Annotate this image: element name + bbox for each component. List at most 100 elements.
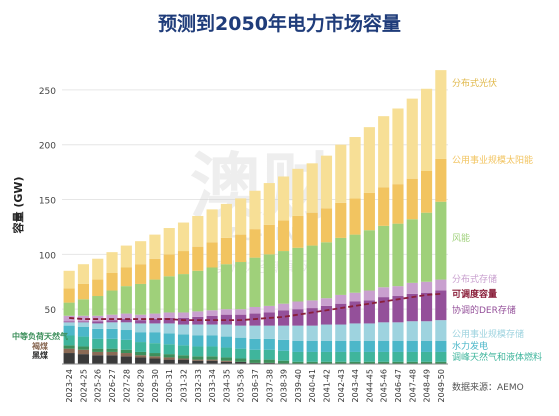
bar-segment — [292, 361, 304, 364]
legend-label: 分布式光伏 — [452, 77, 497, 89]
bar-segment — [320, 298, 333, 306]
bar-segment — [363, 290, 375, 301]
bar-segment — [406, 351, 418, 362]
bar-segment — [135, 355, 147, 358]
bar-segment — [292, 247, 304, 302]
bar-segment — [363, 340, 375, 352]
bar-segment — [435, 158, 447, 202]
bar-segment — [435, 351, 447, 362]
bar-segment — [220, 336, 232, 348]
bar-segment — [206, 356, 218, 360]
bar-segment — [292, 351, 304, 362]
bar-segment — [278, 360, 290, 364]
x-tick-label: 2047-48 — [408, 369, 417, 402]
bar-segment — [192, 359, 204, 361]
bar-segment — [306, 361, 318, 364]
bar-segment — [335, 237, 347, 295]
bar-segment — [378, 361, 390, 364]
bar-segment — [406, 98, 418, 179]
bar-segment — [363, 230, 375, 291]
legend-label: 调峰天然气和液体燃料 — [452, 351, 542, 363]
bar-segment — [177, 324, 190, 335]
bar-segment — [392, 351, 404, 362]
bar-segment — [92, 323, 104, 329]
bar-segment — [392, 296, 404, 323]
x-tick-label: 2027-28 — [122, 369, 131, 402]
bar-segment — [120, 313, 132, 320]
bar-segment — [378, 225, 390, 288]
bar-segment — [392, 184, 404, 224]
bar-segment — [249, 306, 261, 314]
bar-segment — [363, 351, 375, 362]
bar-segment — [220, 361, 232, 364]
bar-segment — [263, 224, 275, 255]
x-tick-label: 2029-30 — [151, 369, 160, 402]
bar-segment — [149, 323, 161, 333]
x-tick-label: 2037-38 — [265, 369, 274, 402]
bar-segment — [306, 245, 318, 301]
bar-segment — [420, 321, 433, 341]
bar-segment — [306, 351, 318, 362]
bar-segment — [420, 351, 433, 362]
bar-segment — [278, 325, 290, 340]
bar-segment — [292, 168, 304, 216]
x-tick-label: 2038-39 — [280, 369, 289, 402]
bar-segment — [135, 283, 147, 315]
x-tick-label: 2048-49 — [423, 369, 432, 402]
bar-segment — [235, 262, 247, 310]
bar-segment — [278, 339, 290, 351]
bar-segment — [106, 290, 118, 315]
bar-segment — [263, 183, 275, 225]
x-tick-label: 2046-47 — [394, 369, 403, 402]
bar-segment — [278, 251, 290, 304]
bar-segment — [192, 311, 204, 317]
bar-segment — [278, 310, 290, 326]
legend-label: 黑煤 — [32, 350, 48, 360]
bar-segment — [106, 351, 118, 356]
x-tick-label: 2031-32 — [180, 369, 189, 402]
bar-segment — [435, 70, 447, 159]
bar-segment — [163, 357, 175, 360]
bar-segment — [135, 320, 147, 324]
bar-segment — [335, 324, 347, 341]
bar-segment — [306, 325, 318, 341]
source-note: 数据来源：AEMO — [452, 381, 524, 393]
x-tick-label: 2043-44 — [351, 369, 360, 402]
bar-segment — [220, 264, 232, 310]
bar-segment — [177, 334, 190, 346]
bar-segment — [320, 208, 333, 243]
legend-label: 可调度容量 — [452, 288, 497, 300]
bar-segment — [320, 242, 333, 299]
bar-segment — [378, 297, 390, 323]
bar-segment — [249, 257, 261, 307]
bar-segment — [63, 288, 75, 303]
x-tick-label: 2035-36 — [237, 369, 246, 402]
bar-segment — [149, 313, 161, 320]
bar-segment — [263, 305, 275, 313]
y-tick-label: 200 — [39, 142, 56, 152]
bar-segment — [163, 228, 175, 255]
bar-segment — [306, 163, 318, 213]
legend-label: 公用事业规模存储 — [452, 328, 524, 340]
bar-segment — [220, 347, 232, 358]
bar-segment — [206, 359, 218, 361]
bar-segment — [92, 355, 104, 364]
bar-segment — [249, 362, 261, 364]
bar-segment — [163, 354, 175, 358]
bar-segment — [435, 320, 447, 341]
bar-segment — [177, 251, 190, 275]
bar-segment — [177, 358, 190, 360]
bar-segment — [206, 267, 218, 311]
bar-segment — [177, 345, 190, 356]
bar-segment — [135, 241, 147, 265]
bar-segment — [235, 309, 247, 315]
bar-segment — [349, 137, 361, 199]
bar-segment — [77, 336, 90, 347]
y-tick-label: 100 — [39, 251, 56, 261]
bar-segment — [292, 309, 304, 326]
bar-segment — [206, 315, 218, 325]
bar-segment — [163, 344, 175, 355]
bar-segment — [77, 315, 90, 322]
bar-segment — [406, 361, 418, 364]
